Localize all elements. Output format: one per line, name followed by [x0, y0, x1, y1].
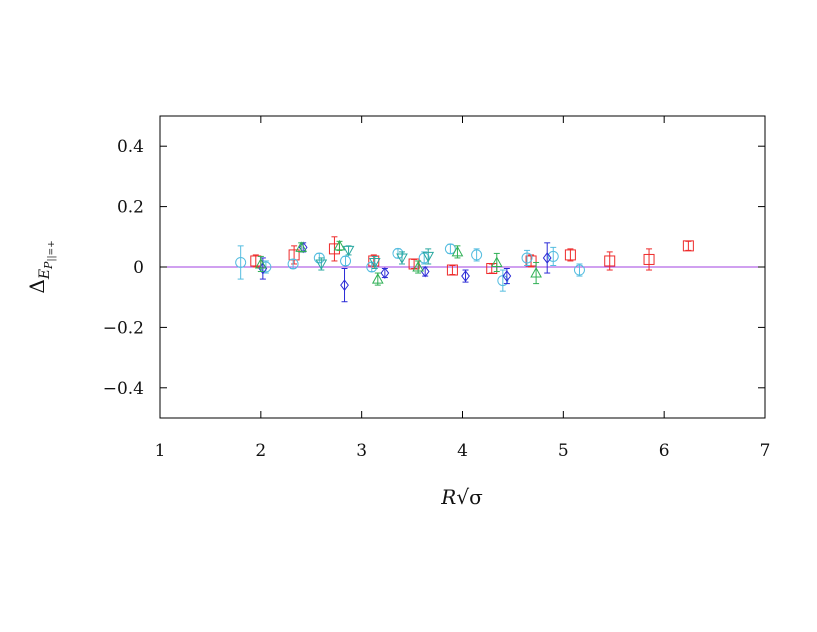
data-point-diamond	[380, 267, 390, 279]
series-triangle-down	[315, 245, 435, 271]
x-axis-ticks: 1 2 3 4 5 6 7	[155, 116, 771, 461]
y-axis-label-group: ΔEP||=+	[25, 240, 57, 293]
y-tick-label: 0.2	[117, 198, 144, 218]
data-point-triangle	[254, 257, 267, 269]
data-point-triangle	[412, 260, 424, 272]
data-point-circle	[392, 247, 404, 259]
data-point-circle	[573, 264, 585, 276]
series-circle	[235, 243, 585, 292]
y-tick-label: −0.2	[103, 318, 144, 338]
y-label-p: P	[42, 261, 55, 270]
y-tick-label: −0.4	[103, 379, 144, 399]
x-tick-label: 3	[356, 441, 367, 461]
data-point-triangle-down	[422, 251, 435, 263]
data-point-square	[446, 264, 458, 276]
x-tick-label: 6	[659, 441, 670, 461]
data-point-triangle	[371, 273, 384, 284]
data-point-triangle	[451, 245, 464, 257]
data-point-square	[525, 255, 537, 267]
y-label-delta: Δ	[25, 279, 49, 293]
data-point-square	[643, 253, 655, 265]
data-point-triangle	[530, 267, 542, 278]
data-point-circle	[287, 258, 299, 270]
data-point-circle	[521, 252, 533, 264]
x-axis-label-sqrt: √σ	[456, 485, 483, 509]
data-point-diamond	[340, 279, 349, 291]
data-point-diamond	[461, 270, 470, 282]
y-tick-label: 0	[133, 258, 144, 278]
data-point-triangle-down	[396, 253, 408, 264]
data-point-circle	[547, 250, 559, 262]
x-tick-label: 2	[255, 441, 266, 461]
series-triangle	[254, 239, 542, 286]
data-point-triangle-down	[315, 259, 328, 271]
data-point-circle	[340, 255, 352, 267]
y-label-sub: ||=+	[47, 240, 57, 261]
y-axis-label: ΔEP||=+	[25, 240, 57, 293]
data-point-circle	[444, 243, 456, 255]
series-square	[250, 236, 694, 276]
data-point-diamond	[502, 270, 512, 282]
data-point-triangle-down	[368, 257, 381, 269]
data-point-square	[564, 249, 576, 261]
x-tick-label: 4	[457, 441, 468, 461]
x-tick-label: 7	[760, 441, 771, 461]
data-point-circle	[235, 256, 247, 268]
x-tick-label: 1	[155, 441, 166, 461]
data-marks	[235, 236, 694, 303]
x-tick-label: 5	[558, 441, 569, 461]
x-axis-label: R√σ	[440, 485, 483, 509]
data-point-circle	[471, 249, 483, 261]
data-point-circle	[418, 252, 430, 264]
data-point-square	[604, 255, 616, 267]
y-axis-ticks: −0.4 −0.2 0 0.2 0.4	[103, 137, 765, 399]
data-point-triangle	[490, 256, 503, 267]
data-point-triangle-down	[342, 245, 355, 257]
data-point-triangle	[295, 241, 308, 252]
y-label-e: E	[37, 269, 53, 280]
data-point-diamond	[542, 252, 552, 264]
x-axis-label-r: R	[440, 485, 456, 509]
y-tick-label: 0.4	[117, 137, 144, 157]
data-point-triangle	[333, 239, 346, 251]
data-point-square	[682, 240, 694, 252]
